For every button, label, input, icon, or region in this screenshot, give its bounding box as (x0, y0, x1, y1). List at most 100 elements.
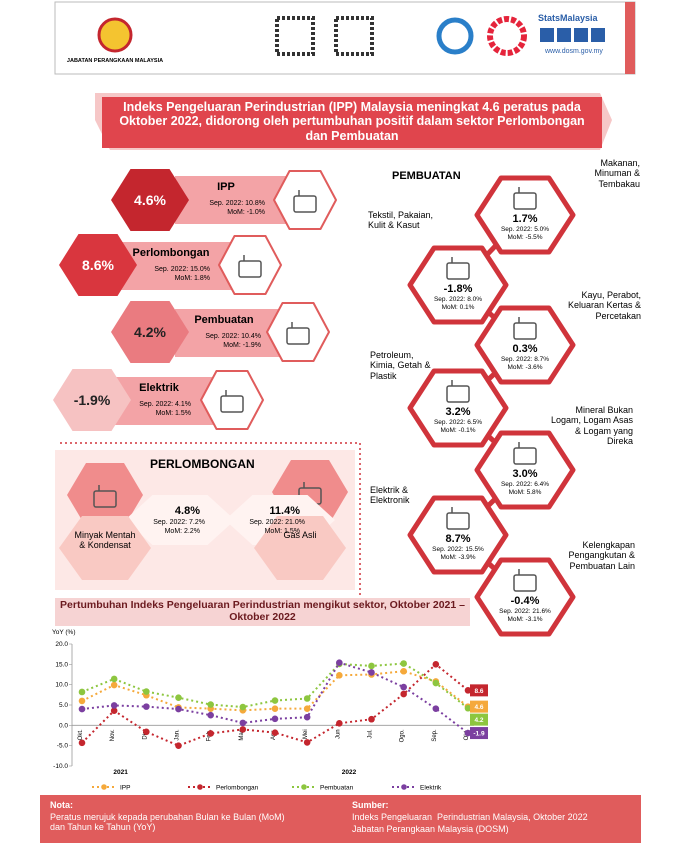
y-tick-label: 20.0 (55, 641, 68, 648)
data-point (175, 705, 182, 713)
data-point (110, 702, 118, 709)
social-icon (591, 28, 605, 42)
name-hex (59, 516, 151, 580)
title: Indeks Pengeluaran Perindustrian (IPP) M… (119, 100, 585, 143)
icon (293, 195, 317, 213)
legend-label: Perlombongan (216, 785, 259, 792)
item-mom: MoM: -3.9% (440, 554, 476, 561)
icon (286, 327, 310, 345)
x-tick-label: Mei (303, 729, 309, 739)
source: Indeks Pengeluaran Perindustrian Malaysi… (352, 812, 588, 822)
chart-title-band (55, 598, 470, 626)
end-label-box (470, 727, 488, 740)
item-name: Kelengkapan Pengangkutan & Pembuatan Lai… (568, 540, 635, 571)
indicator-mom: MoM: -1.9% (223, 342, 261, 349)
item-hex (474, 557, 576, 637)
icon (220, 395, 244, 413)
data-point (432, 705, 440, 712)
end-label: 8.6 (474, 688, 483, 695)
item-mom: MoM: -5.5% (507, 234, 543, 241)
data-point (303, 739, 311, 746)
end-label-box (470, 713, 488, 726)
data-point (207, 701, 214, 708)
mining-name: Minyak Mentah & Kondensat (74, 530, 136, 551)
data-point (271, 715, 279, 723)
icon (513, 322, 537, 340)
data-point (110, 707, 118, 714)
indicator-sep: Sep. 2022: 4.1% (139, 401, 191, 408)
item-value: 8.7% (445, 533, 471, 545)
data-point (78, 688, 86, 696)
end-label-box (470, 684, 488, 697)
indicator-value: 8.6% (82, 257, 114, 273)
data-point (239, 726, 247, 733)
data-point (78, 739, 86, 747)
data-point (271, 705, 279, 712)
x-tick-label: Jun (335, 729, 341, 739)
data-point (336, 659, 343, 667)
indicator-label: Pembuatan (194, 314, 254, 326)
icon-hex (218, 235, 282, 295)
item-name: Kayu, Perabot, Keluaran Kertas & Perceta… (567, 290, 641, 321)
item-sep: Sep. 2022: 6.4% (500, 481, 550, 488)
indicator-box (175, 309, 283, 357)
data-point (368, 662, 375, 670)
y-tick-label: -5.0 (57, 743, 69, 750)
item-sep: Sep. 2022: 8.7% (500, 356, 550, 363)
icon (446, 512, 470, 530)
item-value: -0.4% (510, 595, 540, 607)
x-tick-label: Jan. (175, 729, 181, 741)
icon-hex (200, 370, 264, 430)
indicator-value: 4.6% (134, 192, 166, 208)
data-point (271, 729, 279, 736)
item-value: 1.7% (512, 213, 538, 225)
item-hex (474, 430, 576, 510)
data-point (336, 672, 343, 679)
indicator-value: 4.2% (134, 324, 166, 340)
indicator-box (115, 377, 213, 425)
indicator-label: IPP (217, 181, 235, 193)
section-title: PEMBUATAN (392, 170, 461, 182)
data-point (175, 694, 182, 701)
mining-sep: Sep. 2022: 7.2% (153, 519, 205, 526)
social-icon (574, 28, 588, 42)
value-hex (53, 369, 131, 431)
value-hex (59, 234, 137, 296)
end-label: 4.6 (474, 704, 483, 711)
data-point (78, 705, 86, 713)
mining-name: Gas Asli (283, 530, 317, 540)
item-mom: MoM: -0.1% (440, 427, 476, 434)
item-mom: MoM: 0.1% (441, 304, 475, 311)
qr-code (275, 16, 315, 56)
data-point (400, 690, 407, 698)
value-hex (111, 301, 189, 363)
social-icon (557, 28, 571, 42)
legend-swatch (197, 784, 203, 790)
coat-of-arms (97, 17, 133, 53)
y-tick-label: 0.0 (59, 722, 68, 729)
section-title: PERLOMBONGAN (150, 457, 255, 471)
icon-hex (273, 170, 337, 230)
legend-swatch (401, 784, 407, 790)
item-hex (407, 368, 509, 448)
icon-hex (67, 463, 143, 527)
name-hex (254, 516, 346, 580)
icon (513, 447, 537, 465)
y-axis-label: YoY (%) (52, 629, 76, 636)
qr-code (334, 16, 374, 56)
item-name: Petroleum, Kimia, Getah & Plastik (370, 350, 431, 381)
data-point (143, 703, 150, 710)
mining-mom: MoM: 2.2% (164, 528, 200, 535)
data-point (239, 719, 247, 727)
data-point (143, 728, 150, 736)
agency-name: JABATAN PERANGKAAN MALAYSIA (66, 58, 164, 64)
source: Jabatan Perangkaan Malaysia (DOSM) (352, 824, 509, 834)
item-mom: MoM: -3.1% (507, 616, 543, 623)
item-sep: Sep. 2022: 6.5% (433, 419, 483, 426)
item-hex (474, 305, 576, 385)
y-tick-label: 5.0 (59, 702, 68, 709)
data-point (432, 679, 440, 687)
item-value: 0.3% (512, 343, 538, 355)
